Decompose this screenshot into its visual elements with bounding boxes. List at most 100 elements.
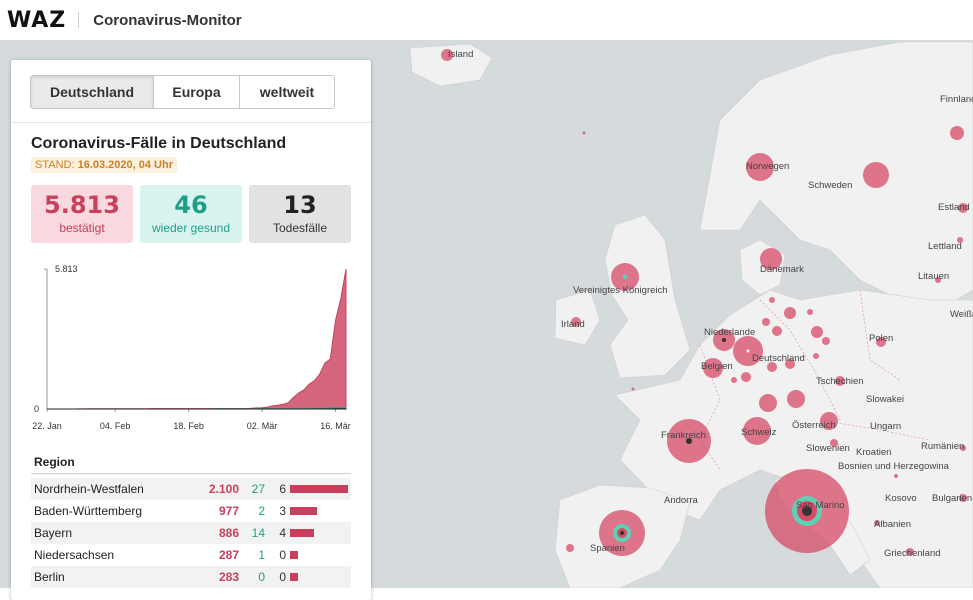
tab-deutschland[interactable]: Deutschland [31, 76, 153, 108]
map-label-denmark: Dänemark [760, 264, 804, 275]
bubble-de-5 [769, 297, 775, 303]
bubble-de-by [787, 390, 805, 408]
bubble-jersey [632, 388, 635, 391]
recovered-card: 46 wieder gesund [140, 185, 242, 243]
x-tick-label: 02. Mär [247, 421, 278, 431]
deaths-card: 13 Todesfälle [249, 185, 351, 243]
map-label-island: Island [448, 49, 473, 60]
map-label-ireland: Irland [561, 319, 585, 330]
bubble-de-11 [731, 377, 737, 383]
map-label-bulgaria: Bulgarien [932, 493, 972, 504]
app-title: Coronavirus-Monitor [93, 12, 241, 29]
top-bar: WAZ Coronavirus-Monitor [0, 0, 973, 40]
map-label-sweden: Schweden [808, 180, 852, 191]
map-label-france: Frankreich [661, 430, 706, 441]
map-label-sanmarino: San Marino [796, 500, 845, 511]
panel-title: Coronavirus-Fälle in Deutschland [31, 135, 286, 153]
region-bar [290, 485, 348, 493]
table-row[interactable]: Bayern 886 14 4 [31, 522, 351, 544]
map-label-romania: Rumänien [921, 441, 964, 452]
bubble-croatia [894, 474, 898, 478]
date-badge-value: 16.03.2020, 04 Uhr [78, 159, 173, 171]
region-name: Niedersachsen [34, 548, 114, 562]
region-header: Region [34, 455, 75, 469]
tab-europa[interactable]: Europa [153, 76, 239, 108]
region-bar [290, 529, 314, 537]
region-tabs: Deutschland Europa weltweit [30, 75, 335, 109]
region-bar [290, 507, 317, 515]
recovered-label: wieder gesund [140, 221, 242, 235]
region-name: Bayern [34, 526, 72, 540]
region-name: Berlin [34, 570, 65, 584]
map-label-belarus: Weißr [950, 309, 973, 320]
waz-logo[interactable]: WAZ [7, 8, 66, 33]
header-divider [78, 12, 79, 28]
bubble-portugal [566, 544, 574, 552]
bubble-de-3 [784, 307, 796, 319]
region-deaths: 0 [279, 548, 286, 562]
region-confirmed: 283 [219, 570, 239, 584]
date-badge-label: STAND: [35, 159, 75, 171]
y-tick-label: 0 [34, 404, 39, 414]
map-label-hungary: Ungarn [870, 421, 901, 432]
bubble-de-4 [811, 326, 823, 338]
bubble-de-6 [807, 309, 813, 315]
region-recovered: 0 [258, 570, 265, 584]
bubble-de-bw [759, 394, 777, 412]
bubble-de-12 [813, 353, 819, 359]
map-label-latvia: Lettland [928, 241, 962, 252]
confirmed-card: 5.813 bestätigt [31, 185, 133, 243]
map-label-austria: Österreich [792, 420, 836, 431]
map-label-bosnia: Bosnien und Herzegowina [838, 461, 950, 472]
bubble-de-7 [822, 337, 830, 345]
region-recovered: 14 [252, 526, 265, 540]
region-confirmed: 886 [219, 526, 239, 540]
map-label-netherlands: Niederlande [704, 327, 755, 338]
bubble-de-1 [772, 326, 782, 336]
deaths-count: 13 [249, 191, 351, 219]
bubble-faroe [583, 132, 586, 135]
map-label-germany: Deutschland [752, 353, 805, 364]
dot-netherlands [722, 338, 726, 342]
x-tick-label: 18. Feb [173, 421, 204, 431]
ring-uk [623, 275, 628, 280]
map-label-poland: Polen [869, 333, 893, 344]
region-deaths: 4 [279, 526, 286, 540]
region-deaths: 3 [279, 504, 286, 518]
map-label-belgium: Belgien [701, 361, 733, 372]
series-area-confirmed [47, 269, 346, 409]
region-bar [290, 573, 298, 581]
map-label-estonia: Estland [938, 202, 970, 213]
region-recovered: 2 [258, 504, 265, 518]
map-label-andorra: Andorra [664, 495, 699, 506]
dot-germany [747, 350, 750, 353]
region-confirmed: 977 [219, 504, 239, 518]
map-label-kosovo: Kosovo [885, 493, 917, 504]
tab-weltweit[interactable]: weltweit [239, 76, 334, 108]
region-recovered: 27 [252, 482, 265, 496]
recovered-count: 46 [140, 191, 242, 219]
region-deaths: 0 [279, 570, 286, 584]
bubble-de-9 [741, 372, 751, 382]
map-label-czechia: Tschechien [816, 376, 864, 387]
ring-spain-deaths [620, 531, 624, 535]
map-label-croatia: Kroatien [856, 447, 891, 458]
confirmed-count: 5.813 [31, 191, 133, 219]
region-recovered: 1 [258, 548, 265, 562]
map-label-uk: Vereinigtes Königreich [573, 285, 668, 296]
x-tick-label: 22. Jan [32, 421, 62, 431]
date-badge: STAND: 16.03.2020, 04 Uhr [31, 157, 177, 173]
deaths-label: Todesfälle [249, 221, 351, 235]
bubble-finland [950, 126, 964, 140]
region-confirmed: 2.100 [209, 482, 239, 496]
region-deaths: 6 [279, 482, 286, 496]
bubble-sweden [863, 162, 889, 188]
map-label-albania: Albanien [874, 519, 911, 530]
